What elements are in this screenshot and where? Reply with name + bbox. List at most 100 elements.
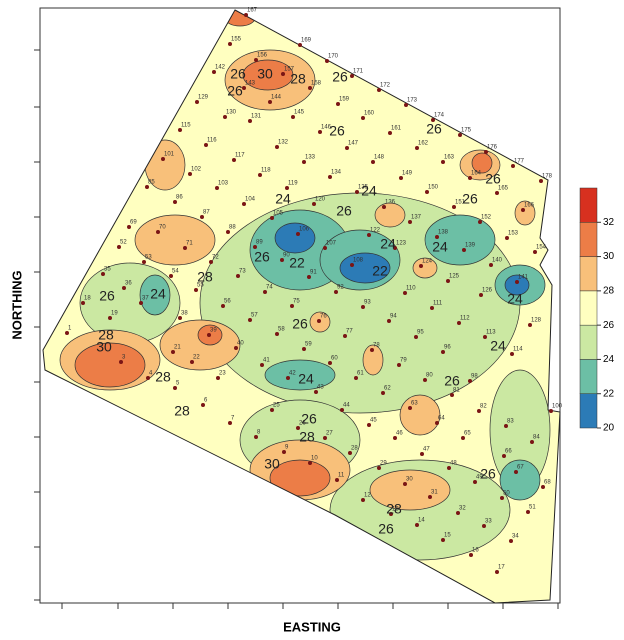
contour-label: 26	[462, 191, 478, 207]
sample-label: 41	[263, 358, 270, 364]
contour-label: 26	[292, 316, 308, 332]
sample-label: 53	[145, 255, 152, 261]
contour-label: 24	[490, 338, 506, 354]
contour-label: 26	[485, 171, 501, 187]
sample-label: 155	[231, 37, 242, 43]
colorbar-label: 26	[603, 320, 615, 331]
sample-label: 93	[364, 300, 371, 306]
sample-label: 42	[289, 371, 296, 377]
sample-point	[367, 423, 371, 427]
sample-point	[234, 346, 238, 350]
sample-label: 12	[364, 493, 371, 499]
contour-label: 26	[336, 203, 352, 219]
sample-label: 153	[508, 231, 519, 237]
sample-point	[323, 246, 327, 250]
sample-label: 140	[492, 258, 503, 264]
contour-label: 24	[298, 371, 314, 387]
sample-label: 37	[142, 296, 149, 302]
sample-point	[216, 376, 220, 380]
field-outline	[42, 9, 561, 604]
contour-label: 26	[301, 411, 317, 427]
sample-label: 90	[283, 253, 290, 259]
sample-label: 139	[465, 243, 476, 249]
sample-label: 30	[406, 477, 413, 483]
sample-point	[285, 186, 289, 190]
sample-label: 148	[374, 155, 385, 161]
contour-field	[43, 10, 560, 603]
sample-point	[254, 435, 258, 439]
sample-label: 154	[536, 245, 547, 251]
sample-point	[290, 304, 294, 308]
sample-point	[441, 538, 445, 542]
sample-point	[431, 118, 435, 122]
colorbar-band	[579, 359, 598, 394]
sample-label: 6	[204, 398, 208, 404]
sample-label: 137	[411, 215, 422, 221]
contour-region	[514, 200, 536, 226]
sample-point	[428, 495, 432, 499]
sample-point	[355, 190, 359, 194]
sample-label: 35	[104, 267, 111, 273]
sample-label: 8	[257, 430, 261, 436]
contour-region	[504, 274, 530, 296]
sample-point	[408, 220, 412, 224]
sample-label: 86	[176, 195, 183, 201]
colorbar-band	[579, 187, 598, 223]
sample-point	[307, 275, 311, 279]
sample-point	[415, 523, 419, 527]
sample-label: 135	[358, 185, 369, 191]
sample-point	[223, 115, 227, 119]
sample-point	[528, 323, 532, 327]
sample-label: 102	[191, 167, 202, 173]
contour-label: 26	[426, 121, 442, 137]
sample-point	[336, 102, 340, 106]
sample-point	[435, 421, 439, 425]
sample-point	[510, 352, 514, 356]
sample-point	[350, 74, 354, 78]
contour-label: 30	[96, 339, 112, 355]
sample-label: 5	[176, 381, 180, 387]
sample-label: 28	[351, 446, 358, 452]
sample-point	[450, 393, 454, 397]
sample-label: 52	[120, 240, 127, 246]
sample-label: 106	[299, 227, 310, 233]
sample-point	[397, 363, 401, 367]
contour-region	[471, 152, 493, 174]
sample-point	[146, 376, 150, 380]
sample-label: 105	[273, 211, 284, 217]
sample-point	[419, 264, 423, 268]
sample-label: 68	[544, 480, 551, 486]
contour-label: 28	[290, 71, 306, 87]
sample-label: 123	[396, 241, 407, 247]
contour-region	[369, 469, 451, 511]
sample-label: 88	[229, 225, 236, 231]
sample-point	[387, 319, 391, 323]
sample-label: 172	[380, 83, 391, 89]
sample-point	[458, 133, 462, 137]
sample-label: 176	[487, 145, 498, 151]
sample-point	[456, 511, 460, 515]
sample-point	[253, 245, 257, 249]
sample-label: 33	[485, 519, 492, 525]
sample-point	[270, 216, 274, 220]
colorbar-band	[579, 324, 598, 360]
sample-point	[258, 173, 262, 177]
sample-label: 80	[426, 373, 433, 379]
sample-point	[65, 331, 69, 335]
contour-label: 22	[372, 263, 388, 279]
sample-point	[201, 403, 205, 407]
sample-point	[254, 58, 258, 62]
contour-label: 28	[197, 269, 213, 285]
sample-label: 57	[251, 313, 258, 319]
sample-point	[377, 466, 381, 470]
sample-label: 122	[370, 228, 381, 234]
sample-label: 101	[164, 152, 175, 158]
contour-label: 26	[444, 373, 460, 389]
sample-point	[335, 478, 339, 482]
contour-label: 28	[98, 327, 114, 343]
sample-label: 43	[317, 385, 324, 391]
sample-label: 75	[293, 299, 300, 305]
sample-point	[446, 279, 450, 283]
sample-point	[209, 260, 213, 264]
